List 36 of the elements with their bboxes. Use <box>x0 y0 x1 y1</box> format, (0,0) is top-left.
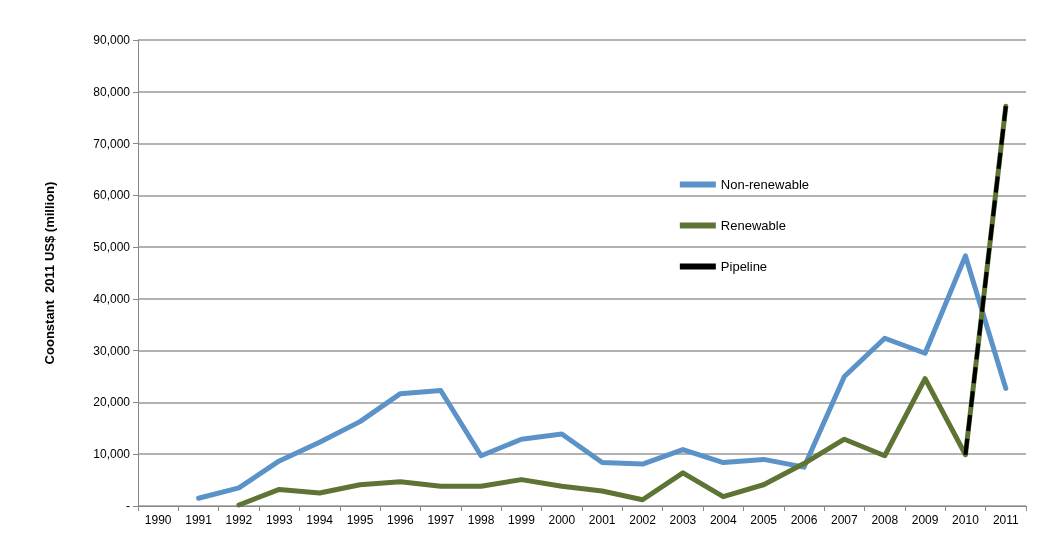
x-tick-label: 1998 <box>467 513 495 527</box>
x-tick-label: 2008 <box>871 513 899 527</box>
x-tick-label: 2006 <box>790 513 818 527</box>
x-tick-label: 2007 <box>831 513 859 527</box>
y-axis-title: Coonstant 2011 US$ (million) <box>42 181 57 365</box>
x-tick-label: 1992 <box>225 513 253 527</box>
legend-label: Non-renewable <box>720 177 810 192</box>
x-tick-label: 1995 <box>346 513 374 527</box>
x-tick-label: 2009 <box>911 513 939 527</box>
x-tick-label: 1997 <box>427 513 455 527</box>
y-tick-label: 80,000 <box>93 84 131 99</box>
x-tick-label: 1999 <box>508 513 536 527</box>
x-tick-label: 1993 <box>265 513 293 527</box>
y-tick-label: 30,000 <box>93 343 131 358</box>
x-tick-label: 2004 <box>709 513 737 527</box>
x-tick-label: 2000 <box>548 513 576 527</box>
legend-label: Pipeline <box>720 259 768 274</box>
y-tick-label: 20,000 <box>93 395 131 410</box>
x-tick-label: 2010 <box>952 513 980 527</box>
x-tick-label: 2002 <box>629 513 657 527</box>
x-tick-label: 2003 <box>669 513 697 527</box>
x-tick-label: 2005 <box>750 513 778 527</box>
x-tick-label: 2011 <box>992 513 1020 527</box>
x-tick-label: 2001 <box>588 513 616 527</box>
x-tick-label: 1990 <box>144 513 172 527</box>
x-tick-label: 1994 <box>306 513 334 527</box>
y-tick-label: 70,000 <box>93 136 131 151</box>
y-tick-label: 90,000 <box>93 33 131 47</box>
y-tick-label: 40,000 <box>93 291 131 306</box>
x-tick-label: 1991 <box>185 513 213 527</box>
y-tick-label: 60,000 <box>93 188 131 203</box>
legend-label: Renewable <box>720 218 786 233</box>
y-tick-label: 50,000 <box>93 240 131 255</box>
x-tick-label: 1996 <box>387 513 415 527</box>
y-tick-label: 10,000 <box>93 447 131 462</box>
y-tick-label: - <box>126 499 130 513</box>
